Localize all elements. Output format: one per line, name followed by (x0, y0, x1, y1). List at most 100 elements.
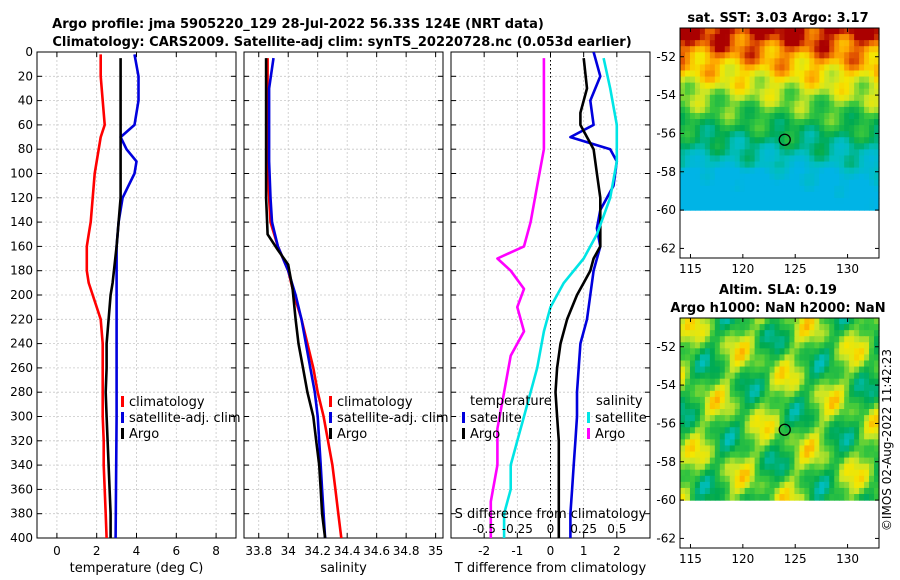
sst-cell (739, 155, 746, 163)
sst-cell (749, 191, 756, 199)
sla-cell (829, 494, 835, 501)
sla-cell (779, 378, 786, 386)
sst-cell (759, 204, 766, 211)
sla-cell (859, 481, 865, 489)
sst-cell (709, 173, 716, 181)
sst-cell (864, 106, 870, 114)
sla-cell (694, 457, 701, 465)
sla-cell (774, 348, 781, 356)
sla-cell (869, 451, 875, 459)
sla-cell (804, 390, 810, 398)
sst-cell (834, 94, 840, 102)
sst-cell (844, 131, 850, 138)
sla-cell (699, 421, 706, 428)
sst-cell (814, 94, 820, 102)
sla-cell (734, 475, 741, 483)
x-tick-label: 34.8 (393, 544, 420, 558)
sla-cell (744, 433, 751, 440)
sla-cell (699, 378, 706, 386)
sst-cell (694, 197, 701, 205)
sst-cell (789, 173, 796, 181)
x-tick-label: 34 (281, 544, 296, 558)
sla-cell (844, 463, 850, 471)
sla-cell (869, 336, 875, 343)
sla-cell (784, 451, 791, 459)
sst-cell (819, 119, 825, 126)
sst-cell (719, 52, 726, 59)
sst-cell (734, 88, 741, 96)
sst-cell (854, 100, 860, 108)
sla-cell (769, 348, 776, 356)
sla-cell (839, 330, 845, 337)
sst-cell (789, 106, 796, 114)
y-tick-label: -54 (656, 88, 676, 102)
sst-cell (754, 70, 761, 78)
sla-cell (784, 439, 791, 447)
sla-cell (854, 348, 860, 356)
sst-cell (809, 119, 815, 126)
x-tick-label: 2 (93, 544, 101, 558)
sla-cell (809, 396, 815, 404)
sst-cell (709, 94, 716, 102)
sst-cell (764, 143, 771, 150)
sla-cell (719, 402, 726, 410)
sla-cell (784, 360, 791, 368)
sla-cell (694, 445, 701, 453)
sla-cell (849, 487, 855, 495)
sla-cell (814, 324, 820, 331)
sla-cell (709, 372, 716, 380)
sla-cell (809, 463, 815, 471)
sla-cell (859, 475, 865, 483)
sla-cell (784, 336, 791, 343)
sla-cell (680, 475, 686, 483)
sla-cell (789, 342, 796, 349)
sst-cell (849, 119, 855, 126)
sla-cell (829, 318, 835, 325)
s-tick-label: 0 (547, 522, 555, 536)
sla-cell (699, 439, 706, 447)
sst-cell (694, 28, 701, 35)
sst-cell (694, 58, 701, 66)
sla-cell (799, 402, 805, 410)
x-tick-label: 115 (679, 262, 702, 276)
sla-cell (869, 475, 875, 483)
sst-cell (784, 28, 791, 35)
sst-cell (694, 70, 701, 78)
sst-cell (794, 100, 800, 108)
sla-cell (819, 354, 825, 362)
sla-cell (739, 487, 746, 495)
sla-cell (839, 378, 845, 386)
sst-cell (859, 167, 865, 175)
sla-cell (849, 481, 855, 489)
sla-cell (839, 384, 845, 392)
temperature-panel: 0204060801001201401601802002202402602803… (10, 45, 241, 576)
y-tick-label: 60 (18, 118, 33, 132)
sla-cell (789, 427, 796, 434)
sla-cell (719, 330, 726, 337)
sst-cell (834, 106, 840, 114)
sst-cell (680, 46, 686, 53)
sst-cell (749, 70, 756, 78)
sst-cell (694, 40, 701, 47)
sst-cell (839, 40, 845, 47)
sla-cell (844, 433, 850, 440)
sla-cell (859, 427, 865, 434)
sst-cell (819, 70, 825, 78)
sst-cell (834, 161, 840, 169)
sst-cell (739, 197, 746, 205)
sst-cell (754, 46, 761, 53)
sla-cell (874, 463, 880, 471)
sla-cell (734, 457, 741, 465)
y-tick-label: 340 (10, 458, 33, 472)
sst-cell (799, 34, 805, 41)
sst-cell (869, 143, 875, 150)
sla-cell (859, 451, 865, 459)
sla-cell (819, 366, 825, 374)
credit-text: ©IMOS 02-Aug-2022 11:42:23 (880, 349, 894, 531)
sla-cell (754, 402, 761, 410)
sst-cell (734, 191, 741, 199)
sst-cell (774, 100, 781, 108)
sst-cell (759, 34, 766, 41)
sst-cell (844, 112, 850, 120)
sst-cell (680, 131, 686, 138)
